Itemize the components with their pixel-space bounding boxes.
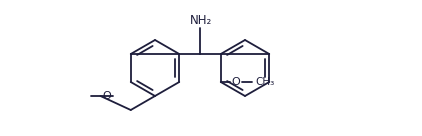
Text: CH₃: CH₃ — [256, 77, 275, 87]
Text: NH₂: NH₂ — [190, 14, 212, 27]
Text: O: O — [102, 91, 111, 101]
Text: O: O — [232, 77, 241, 87]
